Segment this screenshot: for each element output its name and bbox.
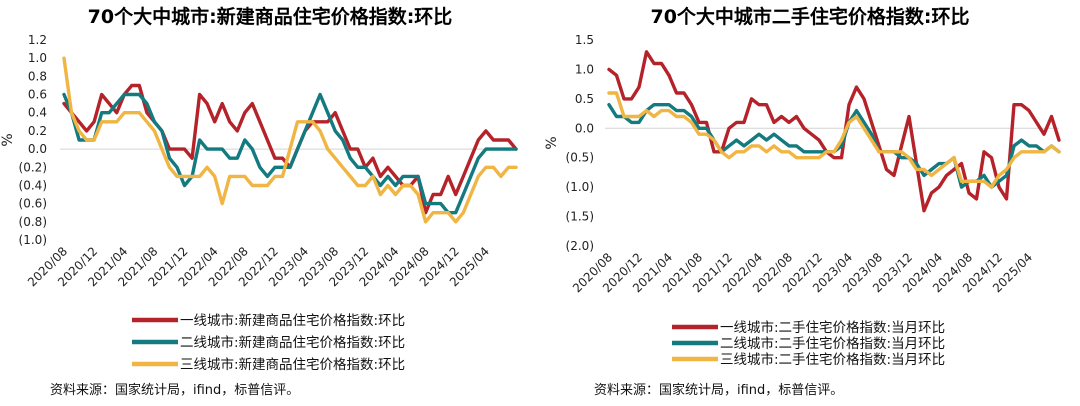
- y-axis-label: %: [0, 133, 16, 146]
- legend-label-tier3: 三线城市:新建商品住宅价格指数:环比: [180, 356, 405, 373]
- y-tick-label: 1.2: [28, 33, 47, 47]
- legend-label-tier2: 二线城市:二手住宅价格指数:当月环比: [720, 335, 945, 352]
- new-home-price-chart: 70个大中城市:新建商品住宅价格指数:环比 1.2 1.0 0.8 0.6 0.4 0.2 0…: [0, 5, 518, 398]
- y-tick-label: 1.5: [575, 33, 594, 47]
- legend-label-tier1: 一线城市:新建商品住宅价格指数:环比: [180, 312, 405, 329]
- y-tick-label: 0.8: [28, 69, 47, 83]
- y-tick-label: (0.2): [19, 160, 47, 174]
- legend-label-tier1: 一线城市:二手住宅价格指数:当月环比: [720, 319, 945, 336]
- series-line-tier3: [607, 91, 1061, 189]
- y-tick-label: (1.0): [19, 233, 47, 247]
- y-tick-label: (0.5): [566, 151, 594, 165]
- y-tick-label: 1.0: [28, 51, 47, 65]
- series-line-tier3: [62, 56, 518, 224]
- y-tick-label: 0.2: [28, 124, 47, 138]
- right-chart-panel: 70个大中城市二手住宅价格指数:环比 1.5 1.0 0.5 0.0 (0.5) (1.0)…: [540, 0, 1080, 406]
- y-tick-label: 0.0: [28, 142, 47, 156]
- y-tick-label: (1.0): [566, 180, 594, 194]
- y-tick-label: (0.6): [19, 197, 47, 211]
- y-tick-label: (0.8): [19, 215, 47, 229]
- legend-label-tier3: 三线城市:二手住宅价格指数:当月环比: [720, 351, 945, 368]
- y-tick-label: 0.4: [28, 106, 47, 120]
- y-tick-label: 0.5: [575, 92, 594, 106]
- y-tick-label: 1.0: [575, 62, 594, 76]
- chart-title: 70个大中城市二手住宅价格指数:环比: [650, 5, 969, 28]
- y-axis-label: %: [544, 136, 560, 149]
- left-chart-panel: 70个大中城市:新建商品住宅价格指数:环比 1.2 1.0 0.8 0.6 0.4 0.2 0…: [0, 5, 518, 398]
- source-note: 资料来源：国家统计局，ifind，标普信评。: [50, 382, 299, 398]
- series-line-tier2: [62, 92, 518, 215]
- chart-title: 70个大中城市:新建商品住宅价格指数:环比: [88, 5, 453, 28]
- y-tick-label: (2.0): [566, 239, 594, 253]
- y-tick-label: 0.0: [575, 121, 594, 135]
- series-line-tier1: [607, 50, 1061, 213]
- y-tick-label: (1.5): [566, 210, 594, 224]
- y-tick-label: (0.4): [19, 178, 47, 192]
- legend-label-tier2: 二线城市:新建商品住宅价格指数:环比: [180, 334, 405, 351]
- source-note: 资料来源：国家统计局，ifind，标普信评。: [594, 382, 843, 398]
- y-tick-label: 0.6: [28, 88, 47, 102]
- second-hand-price-chart: 70个大中城市二手住宅价格指数:环比 1.5 1.0 0.5 0.0 (0.5) (1.0)…: [544, 5, 1061, 398]
